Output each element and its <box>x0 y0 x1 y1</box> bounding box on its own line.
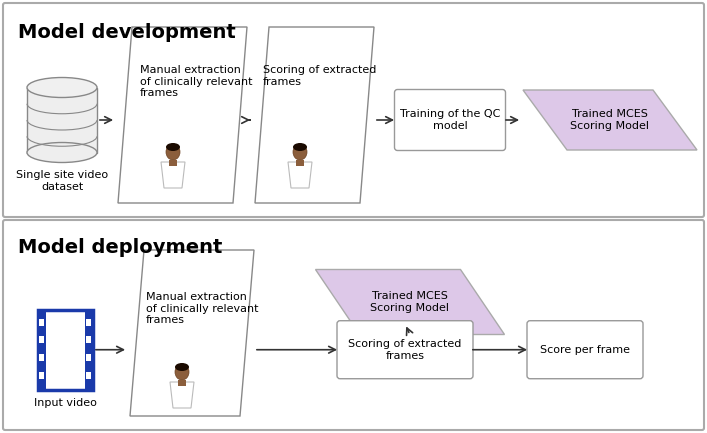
Bar <box>169 160 177 166</box>
Bar <box>27 87 97 152</box>
FancyBboxPatch shape <box>395 90 506 151</box>
Bar <box>39 372 44 379</box>
Bar <box>85 310 93 390</box>
FancyBboxPatch shape <box>37 310 93 390</box>
Polygon shape <box>315 269 505 335</box>
Bar <box>86 336 91 343</box>
Bar <box>86 372 91 379</box>
Text: Manual extraction
of clinically relevant
frames: Manual extraction of clinically relevant… <box>140 65 252 98</box>
Ellipse shape <box>293 144 307 160</box>
Ellipse shape <box>166 143 180 151</box>
Bar <box>39 319 44 326</box>
Text: Manual extraction
of clinically relevant
frames: Manual extraction of clinically relevant… <box>146 292 259 325</box>
Ellipse shape <box>293 143 307 151</box>
Bar <box>178 380 186 386</box>
FancyBboxPatch shape <box>337 321 473 379</box>
Polygon shape <box>523 90 697 150</box>
Ellipse shape <box>27 142 97 162</box>
Polygon shape <box>118 27 247 203</box>
Bar <box>296 160 304 166</box>
Text: Score per frame: Score per frame <box>540 345 630 355</box>
FancyBboxPatch shape <box>3 220 704 430</box>
Text: Trained MCES
Scoring Model: Trained MCES Scoring Model <box>370 291 450 313</box>
Polygon shape <box>255 27 374 203</box>
Text: Training of the QC
model: Training of the QC model <box>400 109 500 131</box>
FancyBboxPatch shape <box>3 3 704 217</box>
Text: Single site video
dataset: Single site video dataset <box>16 170 108 191</box>
Ellipse shape <box>175 363 189 371</box>
Text: Model development: Model development <box>18 23 235 42</box>
Text: Model deployment: Model deployment <box>18 238 223 257</box>
Polygon shape <box>288 162 312 188</box>
Bar <box>86 319 91 326</box>
Ellipse shape <box>166 144 180 160</box>
Bar <box>86 354 91 361</box>
Bar <box>39 354 44 361</box>
Polygon shape <box>161 162 185 188</box>
Ellipse shape <box>175 364 189 380</box>
Text: Scoring of extracted
frames: Scoring of extracted frames <box>263 65 376 87</box>
Bar <box>37 310 45 390</box>
Text: Trained MCES
Scoring Model: Trained MCES Scoring Model <box>571 109 650 131</box>
Ellipse shape <box>27 78 97 97</box>
Bar <box>39 336 44 343</box>
Polygon shape <box>170 382 194 408</box>
FancyBboxPatch shape <box>527 321 643 379</box>
Text: Scoring of extracted
frames: Scoring of extracted frames <box>349 339 462 361</box>
Text: Input video: Input video <box>33 398 96 408</box>
Polygon shape <box>130 250 254 416</box>
